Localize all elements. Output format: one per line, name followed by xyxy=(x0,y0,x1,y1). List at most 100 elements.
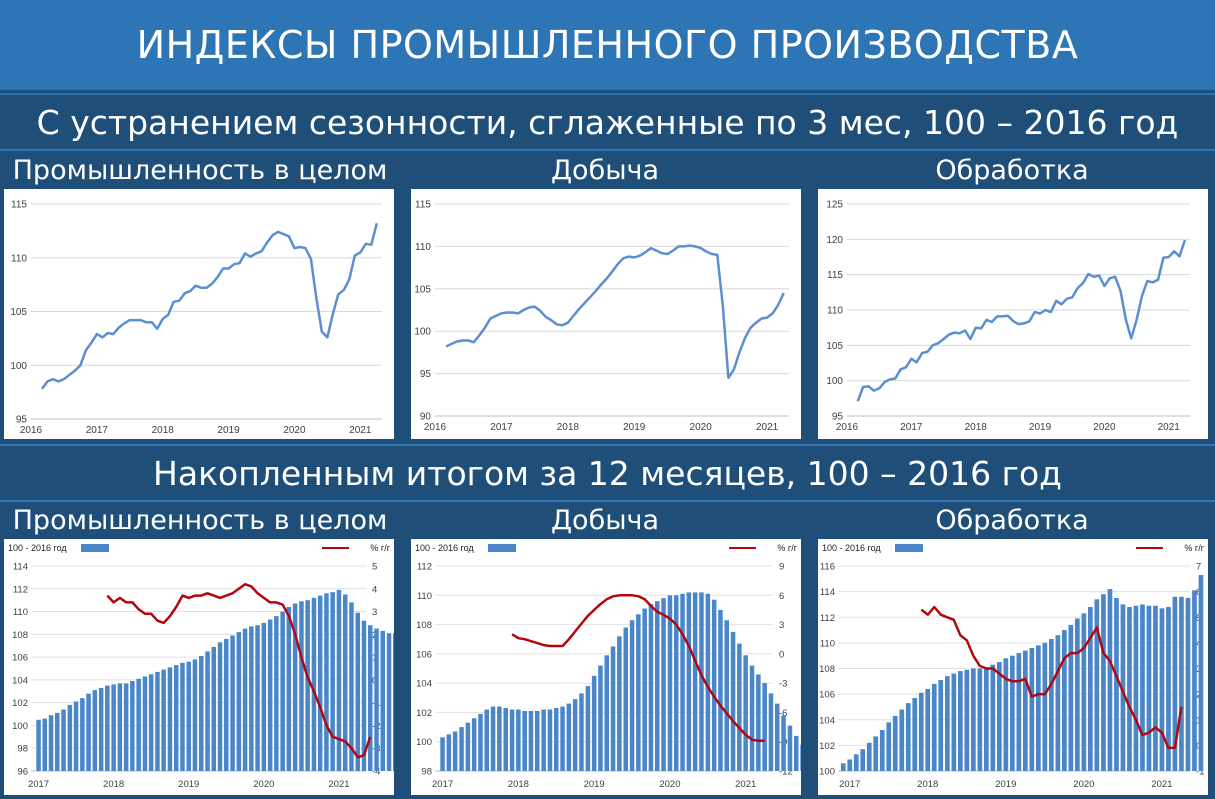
x-tick-label: 2017 xyxy=(839,779,860,790)
bar xyxy=(1185,598,1191,771)
bar xyxy=(80,698,85,771)
y-tick-label: 104 xyxy=(12,675,28,686)
y2-tick-label: 5 xyxy=(372,562,377,573)
bar xyxy=(977,668,983,771)
x-tick-label: 2018 xyxy=(508,779,529,790)
bar xyxy=(997,662,1002,771)
x-tick-label: 2019 xyxy=(584,779,605,790)
bar xyxy=(873,736,879,771)
bar xyxy=(299,601,304,771)
bar xyxy=(292,603,298,771)
y-tick-label: 115 xyxy=(415,200,431,211)
bar xyxy=(142,676,148,771)
bar xyxy=(1010,655,1015,771)
legend-bars-swatch xyxy=(488,544,516,552)
bar xyxy=(686,592,692,771)
bar xyxy=(781,715,786,771)
legend-line-label: % г/г xyxy=(777,543,797,553)
bar xyxy=(305,600,310,771)
bar xyxy=(343,594,348,771)
x-tick-label: 2019 xyxy=(623,422,646,433)
bar xyxy=(255,625,260,771)
bar xyxy=(958,671,963,771)
x-tick-label: 2021 xyxy=(1158,422,1181,433)
chart-label-manufacturing-cumulative: Обработка xyxy=(935,504,1089,536)
section-subtitle-cumulative: Накопленным итогом за 12 месяцев, 100 – … xyxy=(0,444,1215,502)
bar xyxy=(535,711,540,771)
bar xyxy=(155,671,160,771)
bar xyxy=(560,706,565,771)
bar xyxy=(680,593,685,771)
bar xyxy=(242,628,248,771)
bar xyxy=(224,638,229,771)
series-line xyxy=(40,222,379,390)
bar xyxy=(1042,642,1048,771)
bar xyxy=(174,665,179,771)
legend-bars-label: 100 - 2016 год xyxy=(822,543,881,553)
bar xyxy=(1075,618,1080,771)
y-tick-label: 110 xyxy=(417,591,432,602)
bar xyxy=(579,693,584,771)
bar xyxy=(1023,650,1028,771)
bar xyxy=(768,693,774,771)
section-subtitle-smoothed: С устранением сезонности, сглаженные по … xyxy=(0,93,1215,151)
bar xyxy=(199,656,204,771)
y-tick-label: 100 xyxy=(826,376,843,387)
y-tick-label: 108 xyxy=(416,620,432,631)
y-tick-label: 105 xyxy=(10,307,27,318)
bar xyxy=(1003,658,1009,771)
bar xyxy=(471,718,477,771)
y2-tick-label: -3 xyxy=(779,679,787,690)
y2-tick-label: -4 xyxy=(372,767,380,778)
y-tick-label: 90 xyxy=(420,412,432,423)
bar xyxy=(192,659,198,771)
bar xyxy=(528,711,534,771)
bar xyxy=(167,667,173,771)
bar xyxy=(787,725,793,771)
bar xyxy=(236,632,242,771)
bar xyxy=(1172,596,1178,771)
bar xyxy=(355,612,360,771)
y-tick-label: 95 xyxy=(832,412,844,423)
bar xyxy=(452,731,458,771)
x-tick-label: 2021 xyxy=(756,422,779,433)
bar xyxy=(111,684,116,771)
bar xyxy=(964,669,970,771)
y-tick-label: 108 xyxy=(819,664,835,675)
bar xyxy=(136,678,141,771)
y-tick-label: 112 xyxy=(417,562,432,573)
y-tick-label: 100 xyxy=(416,737,432,748)
y2-tick-label: 6 xyxy=(779,591,784,602)
y-tick-label: 110 xyxy=(13,607,28,618)
x-tick-label: 2017 xyxy=(900,422,923,433)
x-tick-label: 2021 xyxy=(328,779,349,790)
y2-tick-label: -1 xyxy=(1196,767,1204,778)
bar xyxy=(516,709,521,771)
bar xyxy=(86,693,91,771)
bar xyxy=(330,592,335,771)
y-tick-label: 120 xyxy=(826,235,843,246)
bar xyxy=(180,662,185,771)
y-tick-label: 110 xyxy=(415,242,431,253)
x-tick-label: 2019 xyxy=(178,779,199,790)
bar xyxy=(762,683,767,771)
y2-tick-label: -6 xyxy=(779,708,787,719)
page-title: ИНДЕКСЫ ПРОМЫШЛЕННОГО ПРОИЗВОДСТВА xyxy=(0,0,1215,90)
bar xyxy=(547,709,553,771)
chart-panel-manufacturing-cumulative: 100102104106108110112114116-101234567201… xyxy=(818,539,1208,795)
bar xyxy=(130,681,135,771)
bar xyxy=(393,633,398,771)
bar xyxy=(598,665,603,771)
bar xyxy=(724,620,729,771)
bar xyxy=(105,685,110,771)
x-tick-label: 2021 xyxy=(735,779,756,790)
bar xyxy=(617,636,622,771)
chart-panel-industry-smoothed: 95 100 105 110 115 2016 2017 2018 2019 2020 2021 xyxy=(4,189,394,439)
bar xyxy=(440,737,445,771)
y-tick-label: 105 xyxy=(414,284,431,295)
bar xyxy=(249,626,254,771)
bar xyxy=(1140,604,1145,771)
legend-bars-swatch xyxy=(895,544,923,552)
y-tick-label: 110 xyxy=(11,253,27,264)
yoy-line xyxy=(511,594,765,742)
